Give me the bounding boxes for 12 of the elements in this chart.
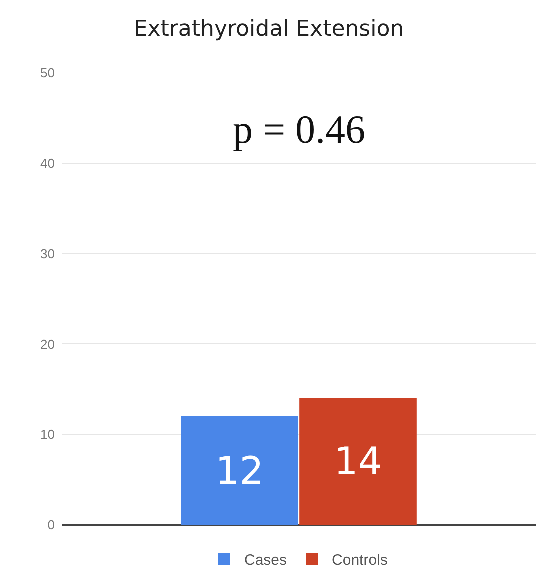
legend-label: Controls xyxy=(332,552,388,570)
chart-title: Extrathyroidal Extension xyxy=(134,16,404,42)
data-label: 14 xyxy=(334,440,382,484)
legend-label: Cases xyxy=(244,552,288,570)
y-tick-label: 0 xyxy=(48,518,55,533)
annotation: p = 0.46 xyxy=(233,107,366,152)
data-label: 12 xyxy=(216,448,264,493)
y-tick-label: 10 xyxy=(40,427,55,442)
y-tick-label: 50 xyxy=(40,66,55,81)
y-tick-label: 40 xyxy=(40,156,55,171)
y-tick-label: 30 xyxy=(40,246,55,262)
y-tick-label: 20 xyxy=(40,336,55,352)
